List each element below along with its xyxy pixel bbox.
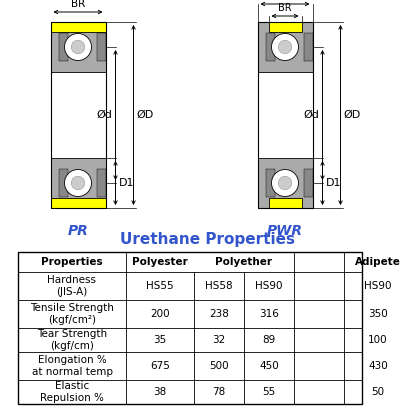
- Text: 35: 35: [154, 335, 167, 345]
- Text: D1: D1: [119, 178, 134, 188]
- Text: 350: 350: [368, 309, 388, 319]
- Circle shape: [272, 169, 299, 196]
- Circle shape: [278, 176, 292, 190]
- Text: 50: 50: [371, 387, 384, 397]
- Text: Elongation %
at normal temp: Elongation % at normal temp: [32, 355, 112, 377]
- Text: 89: 89: [262, 335, 276, 345]
- Bar: [97, 33, 106, 61]
- Text: 32: 32: [213, 335, 225, 345]
- Text: HS90: HS90: [255, 281, 283, 291]
- Text: ØD: ØD: [344, 110, 361, 120]
- Text: HS58: HS58: [205, 281, 233, 291]
- Text: 500: 500: [209, 361, 229, 371]
- Bar: [50, 22, 106, 72]
- Circle shape: [71, 176, 85, 190]
- Bar: [50, 198, 106, 208]
- Text: Urethane Properties: Urethane Properties: [121, 232, 295, 247]
- Text: 316: 316: [259, 309, 279, 319]
- Bar: [266, 33, 275, 61]
- Text: 430: 430: [368, 361, 388, 371]
- Circle shape: [278, 40, 292, 54]
- Bar: [50, 22, 106, 208]
- Text: B: B: [282, 0, 289, 1]
- Text: 55: 55: [262, 387, 276, 397]
- Text: HS55: HS55: [146, 281, 174, 291]
- Text: Polyester: Polyester: [132, 257, 188, 267]
- Text: ØD: ØD: [136, 110, 154, 120]
- Text: PR: PR: [68, 224, 88, 238]
- Bar: [50, 22, 106, 32]
- Bar: [97, 169, 106, 197]
- Text: Properties: Properties: [41, 257, 103, 267]
- Text: Elastic
Repulsion %: Elastic Repulsion %: [40, 381, 104, 403]
- Text: Tensile Strength
(kgf/cm²): Tensile Strength (kgf/cm²): [30, 303, 114, 325]
- Text: BR: BR: [278, 3, 292, 13]
- Text: D1: D1: [325, 178, 341, 188]
- Text: BR: BR: [71, 0, 85, 9]
- Circle shape: [64, 169, 92, 196]
- Bar: [304, 33, 312, 61]
- Text: Hardness
(JIS-A): Hardness (JIS-A): [47, 275, 97, 297]
- Text: 38: 38: [154, 387, 167, 397]
- Text: HS90: HS90: [364, 281, 392, 291]
- Bar: [266, 169, 275, 197]
- Bar: [258, 158, 312, 208]
- Bar: [268, 198, 302, 208]
- Text: 78: 78: [213, 387, 225, 397]
- Bar: [50, 158, 106, 208]
- Text: Ød: Ød: [304, 110, 319, 120]
- Text: Polyether: Polyether: [215, 257, 272, 267]
- Circle shape: [64, 34, 92, 60]
- Text: PWR: PWR: [267, 224, 303, 238]
- Text: Tear Strength
(kgf/cm): Tear Strength (kgf/cm): [37, 329, 107, 351]
- Text: Adipete: Adipete: [355, 257, 401, 267]
- Bar: [258, 22, 312, 208]
- Bar: [18, 252, 362, 404]
- Bar: [59, 169, 68, 197]
- Text: Ød: Ød: [97, 110, 112, 120]
- Text: 200: 200: [150, 309, 170, 319]
- Text: 238: 238: [209, 309, 229, 319]
- Text: 675: 675: [150, 361, 170, 371]
- Text: 100: 100: [368, 335, 388, 345]
- Circle shape: [71, 40, 85, 54]
- Text: 450: 450: [259, 361, 279, 371]
- Bar: [268, 22, 302, 32]
- Bar: [258, 22, 312, 72]
- Bar: [59, 33, 68, 61]
- Circle shape: [272, 34, 299, 60]
- Bar: [304, 169, 312, 197]
